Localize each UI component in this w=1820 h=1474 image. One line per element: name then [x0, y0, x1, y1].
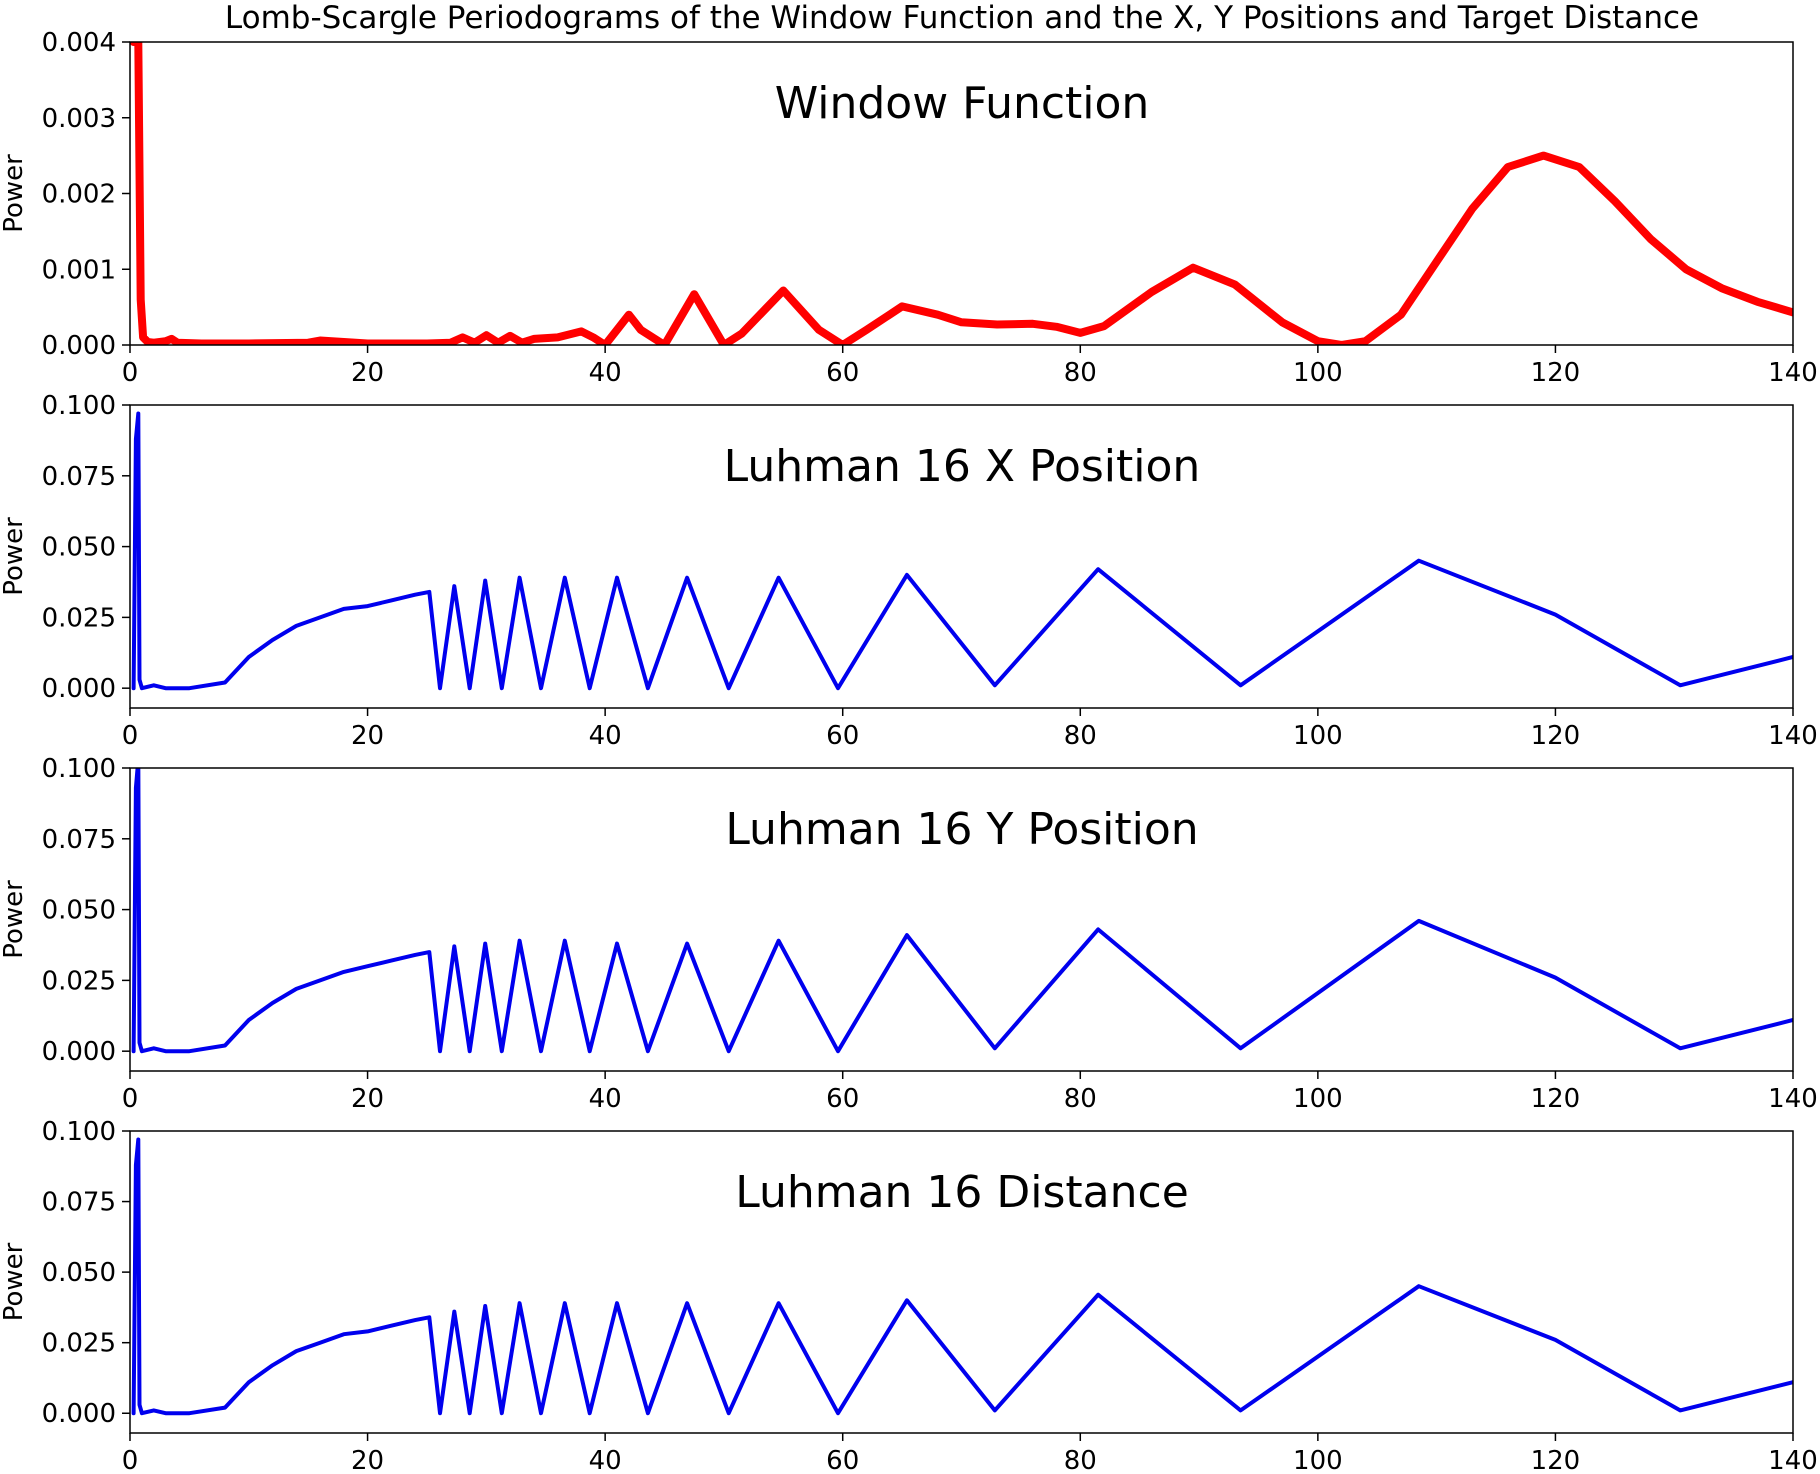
y-tick-label: 0.000: [42, 1037, 116, 1067]
y-tick-label: 0.075: [42, 825, 116, 855]
x-tick-label: 80: [1064, 358, 1097, 388]
x-tick-label: 80: [1064, 721, 1097, 751]
panel-title: Luhman 16 Y Position: [725, 804, 1198, 855]
panels-group: 0 20 40 60 80 100 120 140 0.000 0.001 0.002 0.003 0.…: [0, 28, 1818, 1474]
x-tick-label: 40: [589, 721, 622, 751]
series-line-1-1: [130, 42, 1793, 345]
series-line-4-1: [131, 1137, 1793, 1416]
y-tick-label: 0.000: [42, 1399, 116, 1429]
y-tick-label: 0.050: [42, 533, 116, 563]
x-tick-label: 120: [1531, 358, 1581, 388]
x-tick-label: 0: [122, 721, 139, 751]
x-tick-label: 120: [1531, 1446, 1581, 1474]
x-tick-label: 0: [122, 1446, 139, 1474]
x-tick-label: 80: [1064, 1084, 1097, 1114]
x-tick-label: 120: [1531, 721, 1581, 751]
panel-title: Window Function: [775, 78, 1150, 129]
y-tick-label: 0.050: [42, 896, 116, 926]
x-tick-label: 140: [1768, 1084, 1818, 1114]
panel-title: Luhman 16 X Position: [724, 441, 1201, 492]
y-tick-label: 0.004: [42, 28, 116, 58]
y-tick-label: 0.050: [42, 1258, 116, 1288]
y-tick-label: 0.100: [42, 1117, 116, 1147]
panel-2: 0 20 40 60 80 100 120 140 0.000 0.025 0.050 0.075 0.…: [0, 391, 1818, 751]
y-tick-label: 0.075: [42, 462, 116, 492]
panel-3: 0 20 40 60 80 100 120 140 0.000 0.025 0.050 0.075 0.…: [0, 754, 1818, 1114]
y-tick-label: 0.100: [42, 754, 116, 784]
x-tick-label: 20: [351, 1446, 384, 1474]
x-tick-label: 40: [589, 1084, 622, 1114]
x-tick-label: 140: [1768, 1446, 1818, 1474]
y-axis-label: Power: [0, 1242, 29, 1321]
x-tick-label: 140: [1768, 358, 1818, 388]
axes-frame: [129, 404, 1794, 709]
x-tick-label: 60: [826, 721, 859, 751]
x-tick-label: 60: [826, 1084, 859, 1114]
x-tick-label: 100: [1293, 1446, 1343, 1474]
y-tick-label: 0.002: [42, 180, 116, 210]
x-tick-label: 100: [1293, 358, 1343, 388]
x-tick-label: 100: [1293, 1084, 1343, 1114]
series-line-3-1: [131, 768, 1793, 1054]
y-tick-label: 0.001: [42, 255, 116, 285]
x-tick-label: 40: [589, 358, 622, 388]
panel-1: 0 20 40 60 80 100 120 140 0.000 0.001 0.002 0.003 0.…: [0, 28, 1818, 388]
x-tick-label: 140: [1768, 721, 1818, 751]
x-tick-label: 20: [351, 721, 384, 751]
x-tick-label: 80: [1064, 1446, 1097, 1474]
axes-frame: [129, 767, 1794, 1072]
y-tick-label: 0.003: [42, 104, 116, 134]
y-tick-label: 0.025: [42, 1329, 116, 1359]
x-tick-label: 40: [589, 1446, 622, 1474]
x-tick-label: 60: [826, 358, 859, 388]
x-tick-label: 60: [826, 1446, 859, 1474]
x-tick-label: 120: [1531, 1084, 1581, 1114]
y-tick-label: 0.100: [42, 391, 116, 421]
y-tick-label: 0.025: [42, 966, 116, 996]
panel-title: Luhman 16 Distance: [735, 1167, 1189, 1218]
y-axis-label: Power: [0, 154, 29, 233]
series-line-2-1: [131, 411, 1793, 691]
y-tick-label: 0.025: [42, 603, 116, 633]
y-axis-label: Power: [0, 517, 29, 596]
y-tick-label: 0.075: [42, 1188, 116, 1218]
x-tick-label: 0: [122, 358, 139, 388]
panel-4: 0 20 40 60 80 100 120 140 0.000 0.025 0.050 0.075 0.…: [0, 1117, 1818, 1474]
x-tick-label: 20: [351, 358, 384, 388]
x-tick-label: 20: [351, 1084, 384, 1114]
y-tick-label: 0.000: [42, 331, 116, 361]
y-axis-label: Power: [0, 880, 29, 959]
axes-frame: [129, 1130, 1794, 1434]
figure-suptitle: Lomb-Scargle Periodograms of the Window …: [225, 0, 1699, 36]
x-tick-label: 100: [1293, 721, 1343, 751]
y-tick-label: 0.000: [42, 674, 116, 704]
x-tick-label: 0: [122, 1084, 139, 1114]
